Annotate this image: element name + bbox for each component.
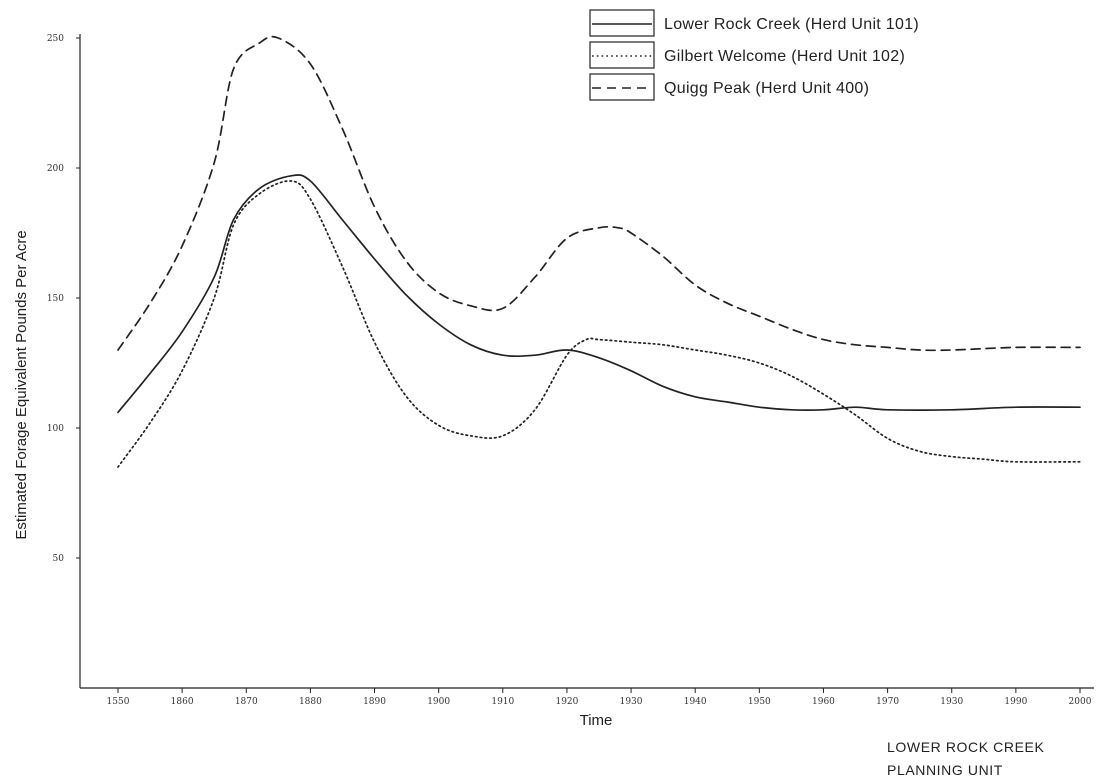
series-line-lower-rock-creek [117,174,1081,414]
x-tick-label: 1900 [427,697,450,707]
x-tick-label: 2000 [1069,697,1092,707]
legend-swatch-quigg-peak [589,73,655,101]
x-tick-label: 1930 [620,697,643,707]
x-tick-label: 1920 [555,697,578,707]
axes [79,34,1094,689]
x-tick-label: 1960 [812,697,835,707]
legend-label-quigg-peak: Quigg Peak (Herd Unit 400) [664,80,869,97]
x-tick-label: 1550 [107,697,130,707]
series-line-quigg-peak [117,35,1081,352]
x-tick-label: 1890 [363,697,386,707]
y-tick-label: 150 [47,294,64,304]
x-tick-label: 1970 [876,697,899,707]
x-tick-label: 1880 [299,697,322,707]
caption-line-2: PLANNING UNIT [887,762,1003,778]
x-tick-label: 1990 [1004,697,1027,707]
legend-label-gilbert-welcome: Gilbert Welcome (Herd Unit 102) [664,48,905,65]
legend-swatch-lower-rock-creek [589,9,655,37]
y-tick-label: 100 [47,424,64,434]
legend-label-lower-rock-creek: Lower Rock Creek (Herd Unit 101) [664,16,919,33]
y-tick-label: 50 [53,554,65,564]
x-tick-label: 1930 [940,697,963,707]
y-tick-label: 250 [47,34,64,44]
series-line-gilbert-welcome [117,180,1081,468]
x-tick-label: 1950 [748,697,771,707]
x-tick-label: 1940 [684,697,707,707]
series-layer [117,35,1081,468]
x-tick-label: 1870 [235,697,258,707]
legend: Lower Rock Creek (Herd Unit 101) Gilbert … [589,9,919,101]
legend-swatch-gilbert-welcome [589,41,655,69]
y-axis-title: Estimated Forage Equivalent Pounds Per A… [13,230,30,539]
y-tick-label: 200 [47,164,64,174]
x-axis-title: Time [580,712,613,729]
caption-line-1: LOWER ROCK CREEK [887,739,1044,755]
x-tick-label: 1860 [171,697,194,707]
x-tick-label: 1910 [491,697,514,707]
x-ticks: 1550 1860 1870 1880 1890 1900 1910 1920 1930 1940… [107,688,1092,707]
y-ticks: 50 100 150 200 250 [47,34,80,564]
